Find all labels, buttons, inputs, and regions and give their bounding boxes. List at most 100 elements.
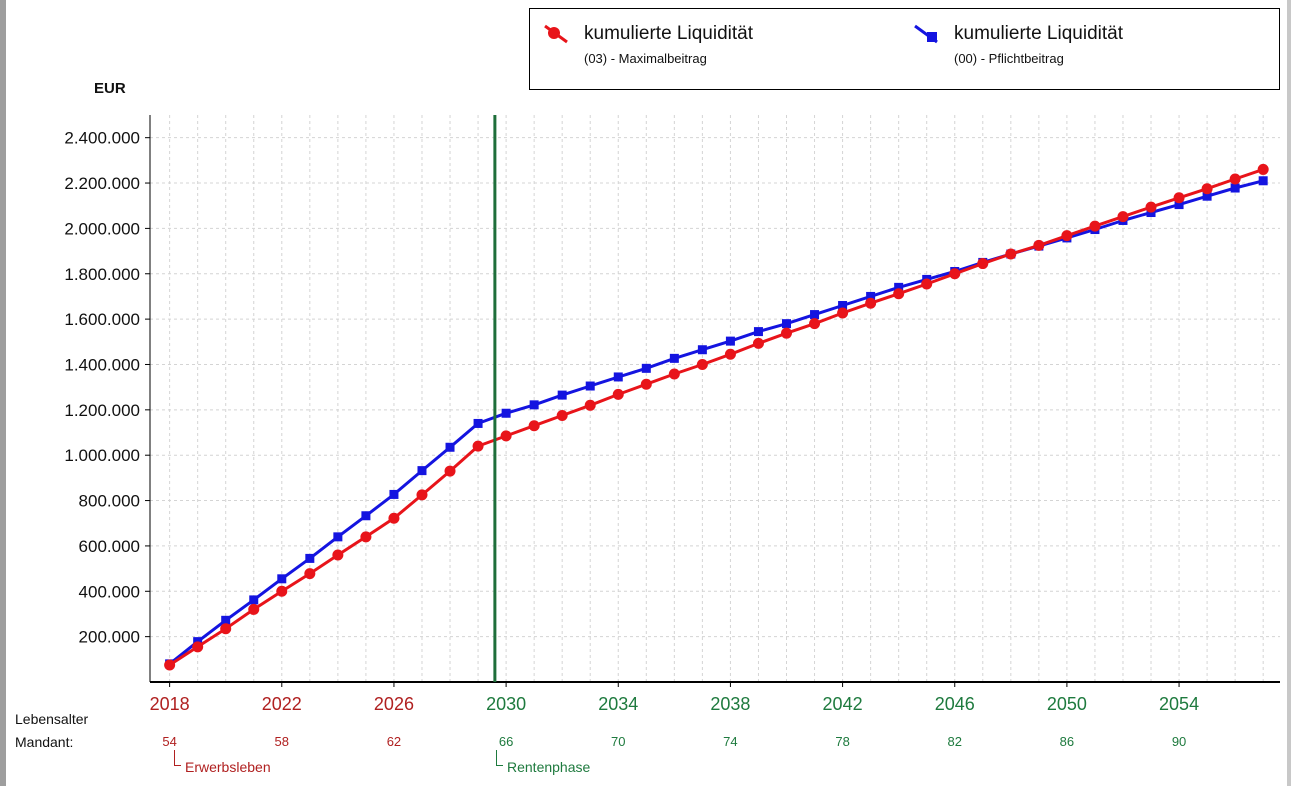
data-point (416, 489, 428, 501)
legend-label: kumulierte Liquidität (584, 23, 753, 44)
x-axis-ticks: 2018 54 2022 58 2026 62 2030 66 2034 70 2038 74 2042… (150, 694, 1199, 749)
y-tick-label: 1.200.000 (64, 401, 140, 420)
data-point (782, 319, 792, 329)
data-point (781, 327, 793, 339)
x-tick-label: 2026 (374, 694, 414, 714)
data-point (866, 291, 876, 301)
data-point (921, 278, 933, 290)
x-tick-label: 2034 (598, 694, 638, 714)
data-point (220, 623, 232, 635)
data-point (556, 410, 568, 422)
data-point (1173, 192, 1185, 204)
data-point (894, 282, 904, 292)
age-caption-line2: Mandant: (15, 734, 74, 750)
data-point (1005, 248, 1017, 260)
data-point (1117, 211, 1129, 223)
phase-label: Rentenphase (507, 759, 591, 775)
data-point (585, 381, 595, 391)
data-point (1202, 191, 1212, 201)
chart-grid (150, 115, 1280, 682)
y-tick-label: 1.600.000 (64, 310, 140, 329)
age-caption: Lebensalter Mandant: (15, 708, 125, 754)
data-point (1174, 200, 1184, 210)
y-axis-ticks: 200.000 400.000 600.000 800.000 1.000.000 1.2… (64, 129, 140, 647)
chart-axes (145, 115, 1280, 687)
age-tick-label: 74 (723, 734, 737, 749)
data-point (1089, 220, 1101, 232)
age-caption-line1: Lebensalter (15, 711, 89, 727)
x-tick-label: 2050 (1047, 694, 1087, 714)
data-point (389, 489, 399, 499)
data-point (1145, 201, 1157, 213)
data-point (192, 641, 204, 653)
data-point (248, 603, 260, 615)
data-point (724, 348, 736, 360)
y-tick-label: 1.800.000 (64, 265, 140, 284)
data-point (669, 353, 679, 363)
data-point (249, 595, 259, 605)
x-tick-label: 2054 (1159, 694, 1199, 714)
data-point (388, 512, 400, 524)
data-point (1230, 183, 1240, 193)
red-line-marker-icon (544, 24, 568, 44)
legend-sublabel: (03) - Maximalbeitrag (584, 51, 707, 66)
data-point (1061, 230, 1073, 242)
data-point (640, 378, 652, 390)
data-point (893, 288, 905, 300)
blue-line-marker-icon (914, 24, 938, 44)
data-point (697, 345, 707, 355)
series-line (168, 167, 1264, 667)
y-tick-label: 200.000 (79, 628, 140, 647)
data-point (445, 442, 455, 452)
data-point (277, 574, 287, 584)
data-point (1033, 239, 1045, 251)
data-point (641, 363, 651, 373)
data-point (1201, 183, 1213, 195)
data-point (528, 420, 540, 432)
data-point (584, 399, 596, 411)
y-axis-unit: EUR (94, 80, 126, 97)
data-point (472, 440, 484, 452)
age-tick-label: 66 (499, 734, 513, 749)
x-tick-label: 2030 (486, 694, 526, 714)
x-tick-label: 2046 (935, 694, 975, 714)
y-tick-label: 400.000 (79, 582, 140, 601)
y-tick-label: 2.400.000 (64, 129, 140, 148)
data-point (865, 297, 877, 309)
x-tick-label: 2042 (823, 694, 863, 714)
age-tick-label: 86 (1060, 734, 1074, 749)
data-point (333, 532, 343, 542)
window-frame-left (0, 0, 6, 786)
data-point (838, 301, 848, 311)
data-point (753, 327, 763, 337)
data-point (500, 430, 512, 442)
data-point (1257, 163, 1269, 175)
data-point (332, 549, 344, 561)
data-point (837, 307, 849, 319)
phase-label: Erwerbsleben (185, 759, 271, 775)
data-point (221, 615, 231, 625)
x-tick-label: 2038 (710, 694, 750, 714)
y-tick-label: 1.000.000 (64, 446, 140, 465)
data-point (1229, 173, 1241, 185)
data-point (696, 358, 708, 370)
chart-legend: kumulierte Liquidität (03) - Maximalbeit… (529, 8, 1280, 90)
bracket-icon (174, 750, 181, 766)
data-point (444, 465, 456, 477)
data-point (810, 310, 820, 320)
age-tick-label: 78 (835, 734, 849, 749)
bracket-icon (496, 750, 503, 766)
data-point (752, 337, 764, 349)
data-point (725, 336, 735, 346)
y-tick-label: 2.000.000 (64, 219, 140, 238)
data-point (164, 659, 176, 671)
data-point (949, 268, 961, 280)
age-tick-label: 54 (162, 734, 176, 749)
data-point (612, 388, 624, 400)
age-tick-label: 90 (1172, 734, 1186, 749)
y-tick-label: 2.200.000 (64, 174, 140, 193)
data-point (529, 400, 539, 410)
data-point (501, 408, 511, 418)
x-tick-label: 2022 (262, 694, 302, 714)
data-point (557, 390, 567, 400)
